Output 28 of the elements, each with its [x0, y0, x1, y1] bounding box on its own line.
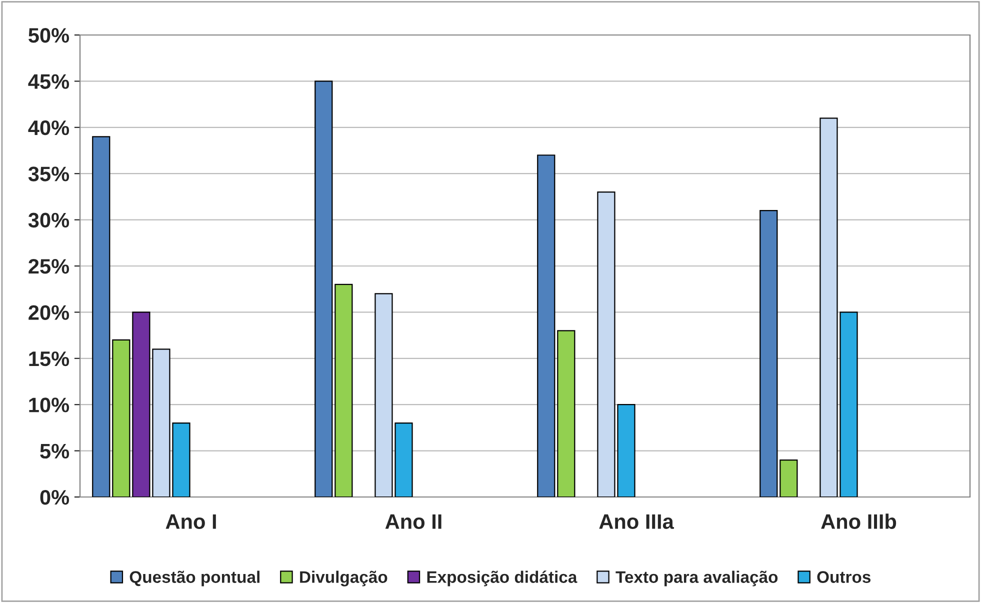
y-tick-label: 30%	[28, 212, 70, 228]
bar	[334, 284, 353, 497]
y-tick-label: 15%	[29, 351, 70, 366]
y-tick-label: 40%	[28, 120, 70, 136]
bar	[557, 330, 576, 497]
y-tick-label: 5%	[40, 444, 70, 459]
bar	[537, 154, 556, 497]
y-tick-label: 0%	[40, 490, 70, 505]
bar	[112, 339, 130, 497]
y-tick-label: 25%	[28, 259, 70, 274]
x-tick-label: Ano I	[166, 514, 216, 529]
y-tick-label: 50%	[28, 28, 70, 43]
x-tick-label: Ano II	[385, 514, 442, 529]
bar	[760, 210, 778, 497]
y-tick-label: 45%	[28, 74, 70, 89]
y-tick-label: 10%	[29, 398, 70, 412]
x-tick-label: Ano IIIb	[821, 514, 896, 529]
legend-label: Questão pontual	[130, 570, 260, 586]
bar	[92, 136, 110, 497]
y-tick-label: 35%	[28, 166, 70, 182]
bar	[780, 459, 798, 497]
y-tick-label: 20%	[28, 305, 70, 320]
x-tick-label: Ano IIIa	[599, 514, 674, 529]
bar	[314, 80, 333, 497]
legend-label: Exposição didática	[427, 570, 578, 586]
legend-label: Outros	[817, 571, 871, 583]
legend-label: Texto para avaliação	[616, 570, 778, 586]
legend-label: Divulgação	[300, 570, 388, 586]
